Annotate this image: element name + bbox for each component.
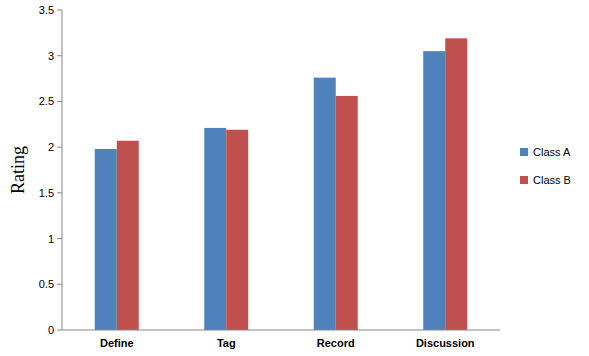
x-tick-label: Define bbox=[100, 337, 134, 349]
x-axis bbox=[62, 330, 500, 331]
legend-swatch bbox=[520, 148, 528, 156]
y-tick bbox=[57, 147, 62, 148]
y-tick bbox=[57, 238, 62, 239]
y-tick-label: 2 bbox=[48, 141, 54, 153]
y-tick bbox=[57, 55, 62, 56]
bar bbox=[445, 38, 467, 330]
y-tick-label: 3 bbox=[48, 50, 54, 62]
y-tick bbox=[57, 101, 62, 102]
legend-label: Class B bbox=[533, 174, 571, 186]
y-tick bbox=[57, 10, 62, 11]
bar bbox=[204, 128, 226, 330]
x-tick-label: Record bbox=[317, 337, 355, 349]
y-axis bbox=[62, 10, 63, 330]
bar bbox=[314, 78, 336, 330]
bar bbox=[336, 96, 358, 330]
y-tick-label: 1 bbox=[48, 233, 54, 245]
x-tick-label: Discussion bbox=[416, 337, 475, 349]
y-tick bbox=[57, 192, 62, 193]
legend-label: Class A bbox=[533, 146, 571, 158]
chart-root: 0 0.5 1 1.5 2 2.5 3 3.5 Define Tag Record Discussio… bbox=[0, 0, 589, 356]
y-tick-label: 0.5 bbox=[39, 278, 54, 290]
legend-swatch bbox=[520, 176, 528, 184]
y-tick bbox=[57, 330, 62, 331]
y-tick-label: 3.5 bbox=[39, 4, 54, 16]
bars bbox=[95, 38, 468, 330]
y-axis-label: Rating bbox=[8, 146, 28, 194]
y-tick-label: 1.5 bbox=[39, 187, 54, 199]
chart-svg: 0 0.5 1 1.5 2 2.5 3 3.5 Define Tag Record Discussio… bbox=[0, 0, 589, 356]
y-tick bbox=[57, 284, 62, 285]
bar bbox=[95, 149, 117, 330]
y-tick-label: 2.5 bbox=[39, 95, 54, 107]
bar bbox=[423, 51, 445, 330]
x-tick-label: Tag bbox=[217, 337, 236, 349]
bar bbox=[226, 130, 248, 330]
y-tick-label: 0 bbox=[48, 324, 54, 336]
bar bbox=[117, 141, 139, 330]
